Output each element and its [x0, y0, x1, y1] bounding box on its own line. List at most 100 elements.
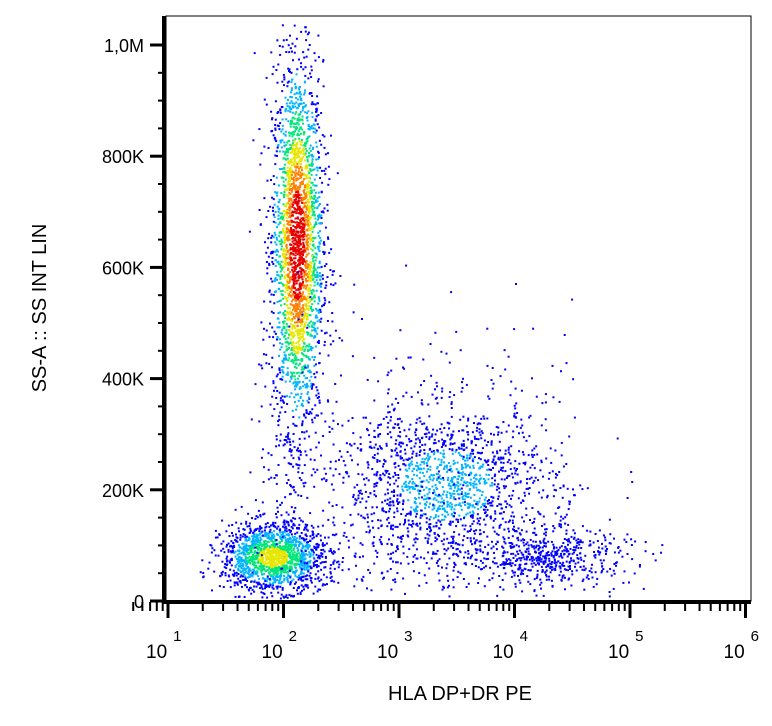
event-dot	[498, 487, 501, 490]
event-dot	[280, 331, 283, 334]
event-dot	[298, 541, 300, 543]
event-dot	[277, 274, 280, 277]
event-dot	[302, 51, 305, 54]
event-dot	[294, 249, 297, 252]
event-dot	[327, 354, 330, 357]
event-dot	[282, 371, 285, 374]
event-dot	[286, 273, 289, 276]
event-dot	[303, 260, 306, 263]
event-dot	[306, 288, 309, 291]
event-dot	[284, 153, 286, 156]
event-dot	[293, 325, 296, 328]
event-dot	[533, 527, 536, 530]
event-dot	[569, 565, 571, 567]
event-dot	[288, 214, 291, 217]
event-dot	[228, 560, 231, 563]
event-dot	[312, 551, 315, 554]
event-dot	[300, 323, 303, 326]
event-dot	[298, 259, 301, 262]
event-dot	[417, 391, 419, 394]
event-dot	[423, 433, 426, 436]
event-dot	[533, 454, 536, 456]
event-dot	[306, 160, 309, 163]
event-dot	[315, 110, 317, 113]
event-dot	[318, 156, 320, 159]
event-dot	[308, 358, 311, 361]
event-dot	[353, 585, 356, 588]
event-dot	[430, 435, 433, 438]
event-dot	[458, 493, 461, 496]
event-dot	[277, 585, 280, 588]
event-dot	[295, 208, 298, 211]
event-dot	[277, 464, 280, 466]
event-dot	[326, 203, 329, 206]
event-dot	[449, 468, 452, 470]
event-dot	[265, 525, 268, 528]
event-dot	[302, 156, 305, 159]
event-dot	[296, 134, 299, 137]
event-dot	[280, 248, 283, 251]
event-dot	[313, 198, 316, 200]
event-dot	[304, 111, 307, 114]
event-dot	[404, 592, 406, 595]
event-dot	[251, 517, 253, 520]
event-dot	[276, 326, 279, 329]
event-dot	[311, 165, 314, 167]
event-dot	[426, 454, 429, 457]
event-dot	[276, 146, 279, 149]
event-dot	[277, 567, 279, 570]
event-dot	[297, 197, 300, 200]
event-dot	[276, 155, 278, 157]
event-dot	[312, 561, 315, 564]
event-dot	[306, 191, 309, 193]
event-dot	[491, 500, 494, 503]
event-dot	[270, 549, 273, 552]
event-dot	[441, 387, 444, 390]
event-dot	[448, 396, 451, 398]
event-dot	[247, 588, 250, 591]
event-dot	[307, 237, 310, 240]
event-dot	[287, 44, 290, 47]
event-dot	[315, 548, 318, 551]
event-dot	[207, 567, 210, 570]
event-dot	[221, 573, 224, 576]
event-dot	[287, 234, 290, 237]
event-dot	[500, 512, 503, 515]
event-dot	[308, 343, 311, 346]
event-dot	[316, 320, 319, 323]
event-dot	[289, 271, 292, 274]
event-dot	[317, 302, 320, 305]
event-dot	[308, 187, 311, 190]
event-dot	[305, 39, 308, 42]
event-dot	[272, 533, 275, 536]
event-dot	[282, 176, 285, 179]
event-dot	[300, 532, 303, 534]
event-dot	[276, 278, 278, 281]
event-dot	[281, 581, 284, 583]
event-dot	[294, 189, 297, 192]
event-dot	[480, 417, 483, 420]
event-dot	[280, 238, 283, 241]
event-dot	[270, 293, 273, 296]
event-dot	[307, 241, 309, 244]
event-dot	[288, 565, 291, 568]
event-dot	[277, 591, 280, 594]
event-dot	[523, 539, 526, 541]
event-dot	[228, 575, 231, 578]
event-dot	[254, 383, 257, 386]
event-dot	[478, 497, 481, 500]
event-dot	[283, 255, 286, 258]
event-dot	[306, 253, 309, 256]
event-dot	[436, 465, 439, 468]
event-dot	[244, 560, 247, 563]
event-dot	[291, 308, 294, 311]
event-dot	[252, 537, 254, 540]
event-dot	[274, 566, 277, 569]
event-dot	[338, 563, 341, 566]
event-dot	[317, 56, 320, 59]
event-dot	[289, 256, 292, 259]
event-dot	[312, 553, 315, 556]
event-dot	[316, 397, 319, 399]
event-dot	[432, 525, 435, 528]
event-dot	[416, 465, 419, 468]
